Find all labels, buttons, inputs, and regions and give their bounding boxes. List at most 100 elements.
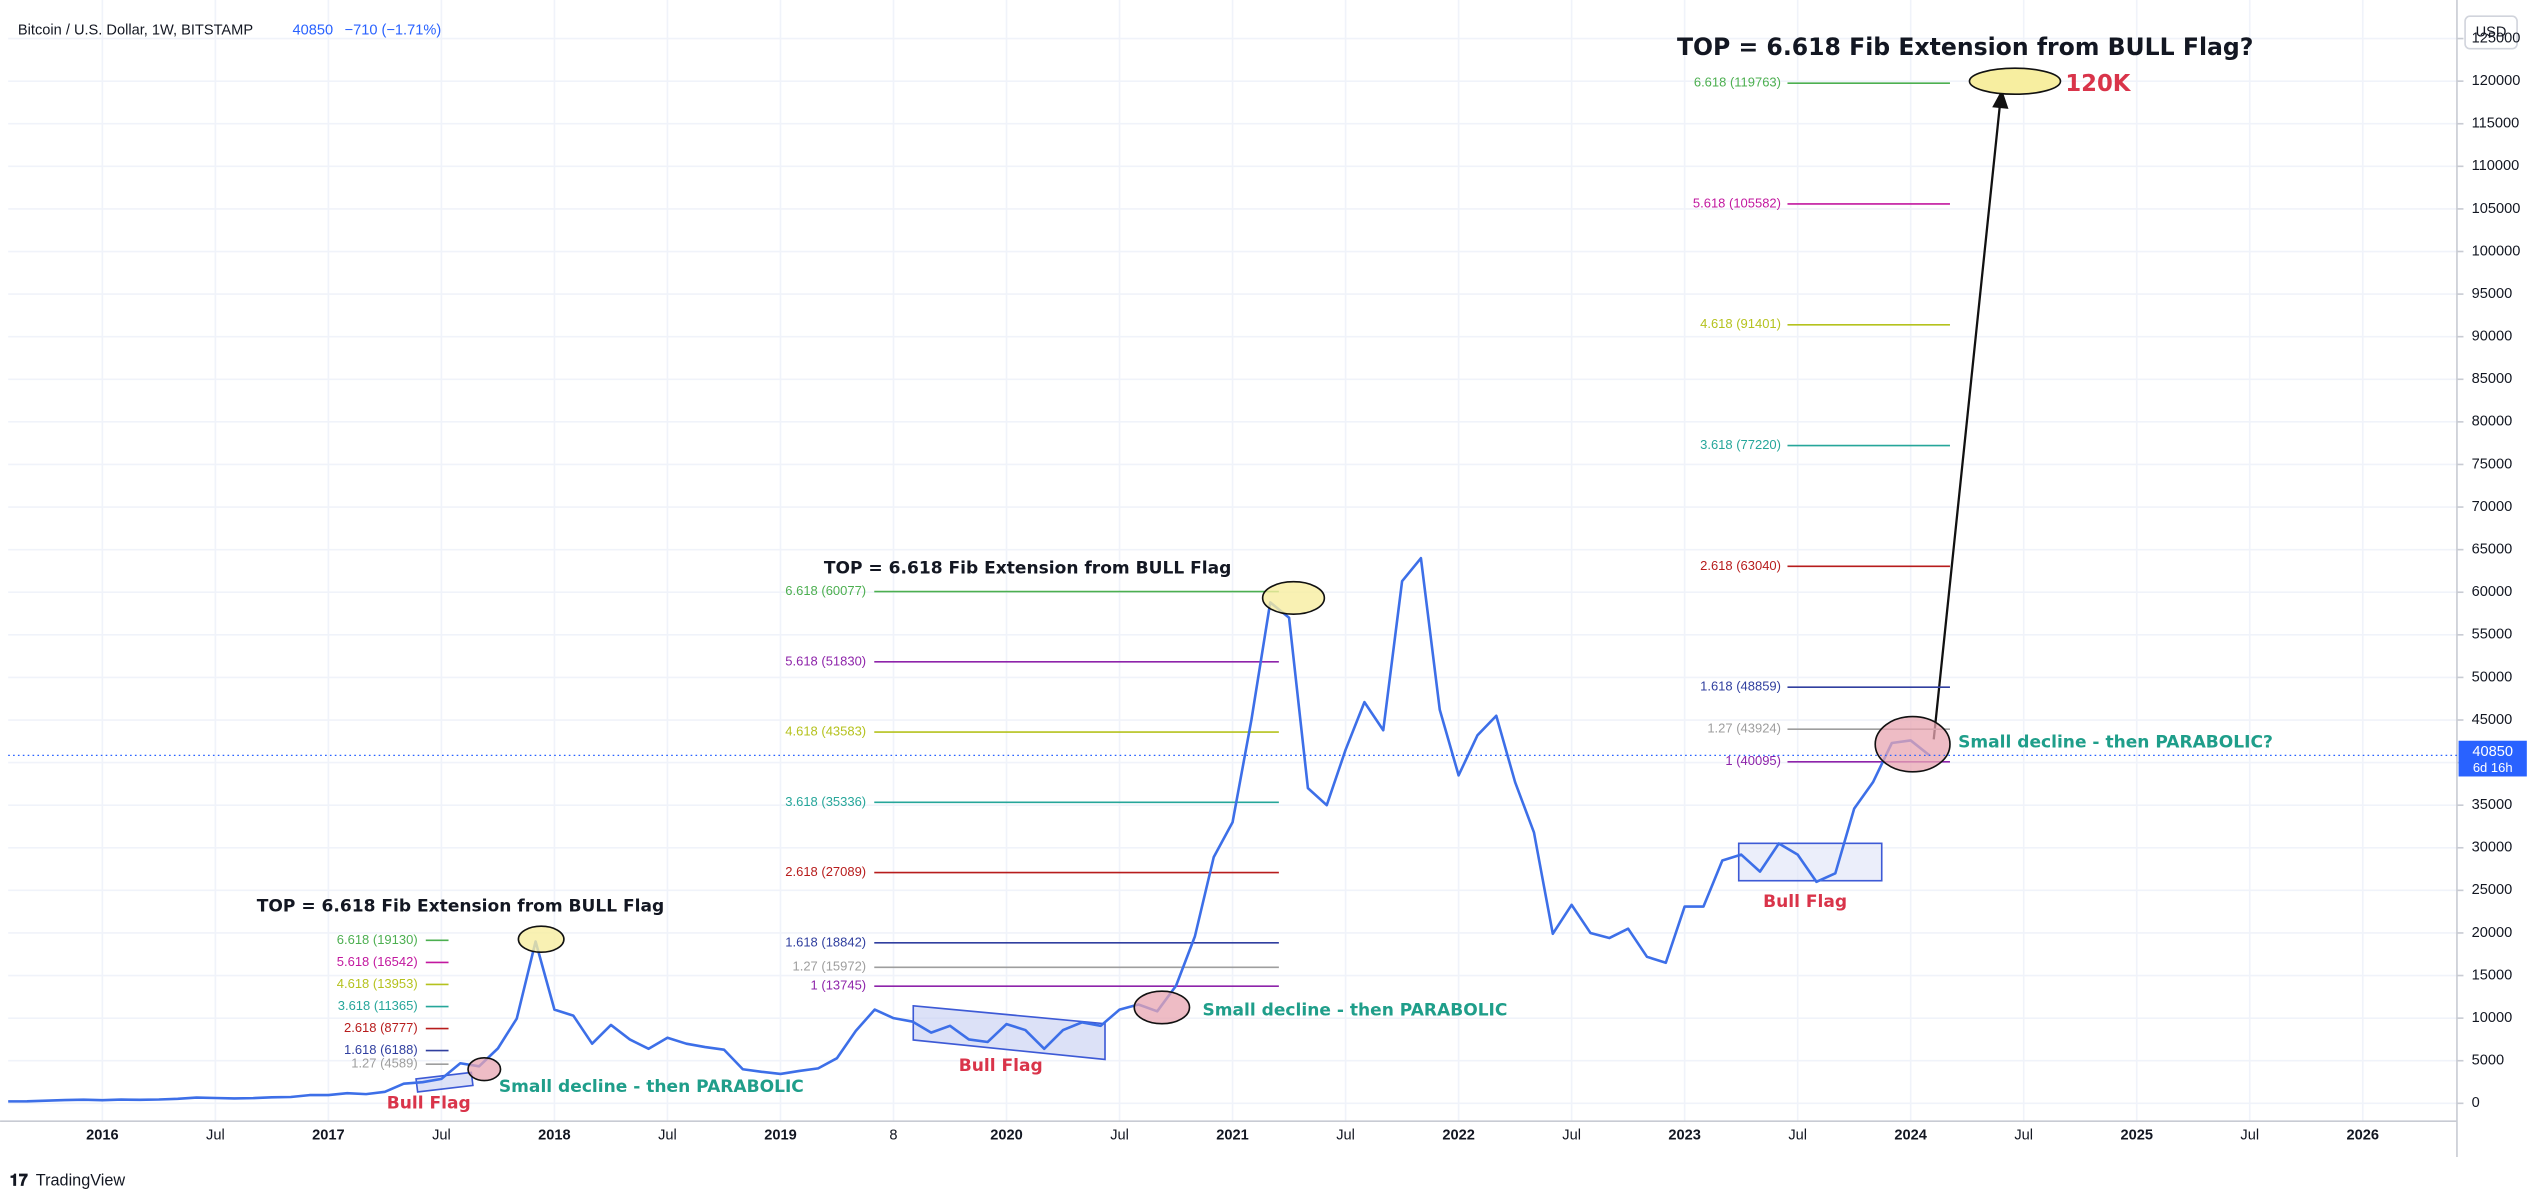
fib-label: 1.618 (6188) (344, 1042, 418, 1057)
last-price: 40850 (293, 23, 334, 39)
x-tick-label: 2020 (990, 1128, 1023, 1144)
series (8, 556, 1931, 1103)
bull-flag-box (912, 1004, 1106, 1061)
fib-label: 5.618 (16542) (337, 954, 418, 969)
x-tick-label: Jul (2014, 1128, 2033, 1144)
highlight (467, 1057, 502, 1082)
annotation: Bull Flag (1763, 892, 1847, 912)
arrow (1932, 100, 2002, 740)
y-tick-label: 75000 (2472, 456, 2513, 472)
fib-label: 3.618 (35336) (785, 794, 866, 809)
highlight (517, 925, 565, 954)
y-tick-label: 45000 (2472, 712, 2513, 728)
x-tick-label: Jul (1788, 1128, 1807, 1144)
grid (8, 0, 2464, 1122)
annotation: Bull Flag (387, 1093, 471, 1113)
fib-label: 2.618 (63040) (1700, 558, 1781, 573)
bull-flag-box (415, 1071, 474, 1093)
currency[interactable]: USD (2476, 24, 2507, 40)
y-tick-label: 10000 (2472, 1010, 2513, 1026)
y-tick-label: 20000 (2472, 925, 2513, 941)
y-tick-label: 0 (2472, 1095, 2480, 1111)
price-tag-value: 40850 (2472, 744, 2513, 760)
annotation: Small decline - then PARABOLIC? (1958, 733, 2273, 753)
fib-label: 5.618 (51830) (785, 653, 866, 668)
x-tick-label: Jul (1562, 1128, 1581, 1144)
annotation: TOP = 6.618 Fib Extension from BULL Flag (824, 559, 1231, 579)
x-tick-label: 2024 (1894, 1128, 1927, 1144)
fib-label: 6.618 (119763) (1694, 75, 1781, 90)
fib-label: 4.618 (91401) (1700, 316, 1781, 331)
x-tick-label: 2016 (86, 1128, 119, 1144)
y-tick-label: 95000 (2472, 286, 2513, 302)
price-line (8, 556, 1931, 1103)
x-tick-label: 2018 (538, 1128, 571, 1144)
y-tick-label: 120000 (2472, 73, 2521, 89)
y-tick-label: 30000 (2472, 840, 2513, 856)
fib-label: 1.27 (15972) (793, 959, 867, 974)
y-tick-label: 15000 (2472, 967, 2513, 983)
fib-label: 2.618 (8777) (344, 1020, 418, 1035)
x-tick-label: Jul (206, 1128, 225, 1144)
x-tick-label: Jul (1110, 1128, 1129, 1144)
fib-label: 1.618 (18842) (785, 934, 866, 949)
x-tick-label: 2025 (2120, 1128, 2153, 1144)
fib-label: 2.618 (27089) (785, 864, 866, 879)
fib-label: 4.618 (43583) (785, 724, 866, 739)
fib-label: 6.618 (19130) (337, 932, 418, 947)
highlight (1968, 67, 2062, 96)
x-tick-label: 8 (889, 1128, 897, 1144)
highlight (1261, 580, 1326, 616)
y-tick-label: 55000 (2472, 627, 2513, 643)
x-tick-label: 2021 (1216, 1128, 1249, 1144)
fib-label: 1.27 (4589) (351, 1056, 417, 1071)
change: −710 (−1.71%) (345, 23, 442, 39)
y-tick-label: 5000 (2472, 1053, 2505, 1069)
x-tick-label: Jul (1336, 1128, 1355, 1144)
fib-label: 1.27 (43924) (1707, 721, 1781, 736)
x-tick-label: 2017 (312, 1128, 345, 1144)
y-tick-label: 50000 (2472, 669, 2513, 685)
brand: TradingView (36, 1172, 126, 1190)
fib-label: 4.618 (13953) (337, 976, 418, 991)
fib-label: 1 (40095) (1725, 753, 1781, 768)
annotation: TOP = 6.618 Fib Extension from BULL Flag (257, 897, 664, 917)
y-tick-label: 25000 (2472, 882, 2513, 898)
x-tick-label: Jul (2240, 1128, 2259, 1144)
symbol: Bitcoin / U.S. Dollar, 1W, BITSTAMP (18, 23, 253, 39)
fib-label: 3.618 (77220) (1700, 437, 1781, 452)
price-tag (2458, 740, 2527, 777)
annotation: TOP = 6.618 Fib Extension from BULL Flag… (1677, 33, 2253, 61)
annotation: Small decline - then PARABOLIC (1203, 1001, 1508, 1021)
highlight (1133, 990, 1191, 1025)
brand-logo: 𝟏𝟕 (10, 1172, 28, 1190)
bull-flag-box (1737, 842, 1883, 882)
y-tick-label: 115000 (2472, 116, 2520, 132)
y-tick-label: 80000 (2472, 414, 2513, 430)
x-tick-label: 2022 (1442, 1128, 1475, 1144)
x-tick-label: Jul (658, 1128, 677, 1144)
fib-levels: 6.618 (19130) 5.618 (16542) 4.618 (13953) 3… (337, 75, 1950, 1071)
y-tick-label: 100000 (2472, 243, 2521, 259)
fib-label: 5.618 (105582) (1693, 195, 1781, 210)
y-tick-label: 35000 (2472, 797, 2513, 813)
y-tick-label: 60000 (2472, 584, 2513, 600)
y-tick-label: 105000 (2472, 201, 2521, 217)
x-tick-label: 2026 (2347, 1128, 2380, 1144)
fib-label: 1.618 (48859) (1700, 679, 1781, 694)
highlight (1874, 715, 1951, 773)
annotation: Bull Flag (959, 1056, 1043, 1076)
annotation: Small decline - then PARABOLIC (499, 1077, 804, 1097)
currency-button[interactable] (2464, 15, 2518, 50)
y-tick-label: 70000 (2472, 499, 2513, 515)
y-tick-label: 110000 (2472, 158, 2520, 174)
x-tick-label: Jul (432, 1128, 451, 1144)
y-tick-label: 65000 (2472, 541, 2513, 557)
fib-label: 6.618 (60077) (785, 583, 866, 598)
x-tick-label: 2023 (1668, 1128, 1701, 1144)
price-tag-countdown: 6d 16h (2473, 760, 2513, 775)
y-tick-label: 125000 (2472, 30, 2521, 46)
annotation: 120K (2065, 71, 2131, 97)
